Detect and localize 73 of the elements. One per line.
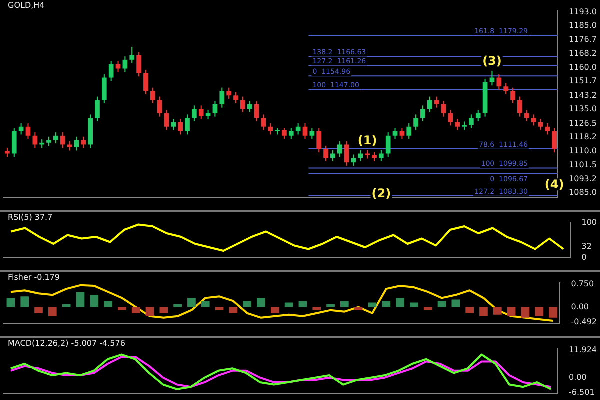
candlestick <box>46 136 52 146</box>
bar <box>76 292 85 308</box>
bar <box>521 307 530 318</box>
chart-title: GOLD,H4 <box>8 1 45 10</box>
bar <box>174 304 182 308</box>
bar <box>493 307 502 315</box>
bar <box>382 301 391 308</box>
bar <box>48 307 57 316</box>
y-tick-label: 1093.2 <box>569 174 598 184</box>
bar <box>215 307 224 310</box>
y-tick-label: 32 <box>582 242 592 251</box>
y-tick-label: 0 <box>582 253 587 262</box>
y-tick-label: 1176.7 <box>569 34 598 44</box>
y-tick-label: -0.492 <box>571 317 598 326</box>
y-tick-label: -6.501 <box>569 388 595 397</box>
y-tick-label: 11.924 <box>569 345 598 354</box>
annotation: (4) <box>544 178 564 192</box>
bar <box>243 301 252 308</box>
bar <box>326 304 335 308</box>
bar <box>188 298 196 308</box>
y-tick-label: 1193.0 <box>569 8 598 17</box>
bar <box>20 296 30 308</box>
chart-title: Fisher -0.179 <box>8 273 60 282</box>
bar <box>90 295 99 308</box>
bar <box>284 302 294 308</box>
y-tick-label: 1160.0 <box>569 62 598 72</box>
bar <box>118 307 126 310</box>
y-tick-label: 0.00 <box>571 302 590 312</box>
annotation: (1) <box>358 133 378 148</box>
y-tick-label: 1126.5 <box>569 118 598 128</box>
bar <box>424 307 432 310</box>
bar <box>507 307 516 316</box>
y-tick-label: 0.00 <box>569 372 587 382</box>
bar <box>340 301 349 308</box>
bar <box>410 302 418 308</box>
bar <box>312 307 322 310</box>
bar <box>6 298 16 308</box>
annotation: (3) <box>482 54 502 68</box>
y-tick-label: 1085.0 <box>569 188 598 198</box>
bar <box>438 301 446 308</box>
bar <box>466 307 474 314</box>
y-tick-label: 1118.2 <box>569 132 598 142</box>
bar <box>146 307 154 316</box>
bar <box>549 307 558 318</box>
bar <box>160 307 168 314</box>
y-tick-label: 1110.0 <box>569 146 598 156</box>
bar <box>257 298 266 308</box>
bar <box>270 307 280 314</box>
chart-title: MACD(12,26,2) -5.007 -4.576 <box>8 339 126 348</box>
y-tick-label: 1185.0 <box>569 21 598 30</box>
y-tick-label: 1135.0 <box>569 104 598 114</box>
bar <box>201 301 210 308</box>
bar <box>535 307 544 316</box>
y-tick-label: 1151.7 <box>569 76 598 86</box>
annotation: (2) <box>372 186 392 200</box>
chart-title: RSI(5) 37.7 <box>8 213 53 222</box>
bar <box>34 307 43 314</box>
y-tick-label: 1143.2 <box>569 90 598 100</box>
candlestick <box>275 128 280 135</box>
bar <box>298 301 308 308</box>
bar <box>354 307 363 310</box>
bar <box>62 304 71 308</box>
y-tick-label: 100 <box>582 218 598 228</box>
bar <box>132 307 140 314</box>
bar <box>452 300 460 308</box>
bar <box>229 307 238 314</box>
bar <box>368 302 377 308</box>
y-tick-label: 1101.5 <box>569 160 598 170</box>
bar <box>104 301 112 308</box>
bar <box>396 298 404 308</box>
y-tick-label: 1168.2 <box>569 49 598 58</box>
y-tick-label: 0.750 <box>571 280 594 289</box>
bar <box>480 307 488 316</box>
